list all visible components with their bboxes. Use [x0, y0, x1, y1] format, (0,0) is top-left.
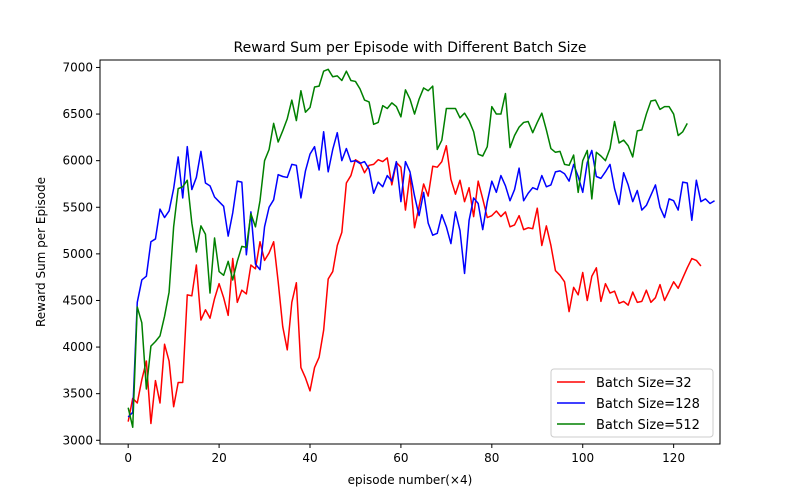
legend-label-2: Batch Size=128: [596, 397, 700, 412]
series-line-3: [127, 68, 688, 428]
x-tick-label: 60: [393, 451, 408, 465]
x-tick-label: 40: [302, 451, 317, 465]
y-tick-label: 7000: [62, 60, 93, 74]
y-tick-label: 5000: [62, 247, 93, 261]
legend: Batch Size=32 Batch Size=128 Batch Size=51…: [550, 368, 714, 438]
y-tick-label: 6500: [62, 107, 93, 121]
x-tick-label: 80: [484, 451, 499, 465]
chart-title: Reward Sum per Episode with Different Ba…: [234, 40, 587, 56]
x-tick-label: 120: [662, 451, 685, 465]
y-tick-label: 4000: [62, 340, 93, 354]
legend-box: [550, 368, 714, 438]
legend-label-3: Batch Size=512: [596, 418, 700, 433]
series-line-1: [127, 145, 702, 425]
x-axis-label: episode number(×4): [348, 473, 473, 487]
x-tick-label: 20: [211, 451, 226, 465]
x-tick-label: 100: [571, 451, 594, 465]
y-tick-label: 6000: [62, 154, 93, 168]
y-axis-ticks: 3000 3500 4000 4500 5000 5500 6000 6500 7000: [62, 60, 100, 447]
legend-label-1: Batch Size=32: [596, 376, 692, 391]
x-tick-label: 0: [124, 451, 132, 465]
y-tick-label: 3000: [62, 433, 93, 447]
y-tick-label: 3500: [62, 387, 93, 401]
plot-lines: [127, 68, 715, 428]
series-line-2: [127, 131, 715, 418]
y-tick-label: 5500: [62, 200, 93, 214]
y-axis-label: Reward Sum per Episode: [34, 177, 48, 327]
x-axis-ticks: 0 20 40 60 80 100 120: [124, 444, 685, 465]
plot-frame: [99, 59, 721, 445]
y-tick-label: 4500: [62, 293, 93, 307]
